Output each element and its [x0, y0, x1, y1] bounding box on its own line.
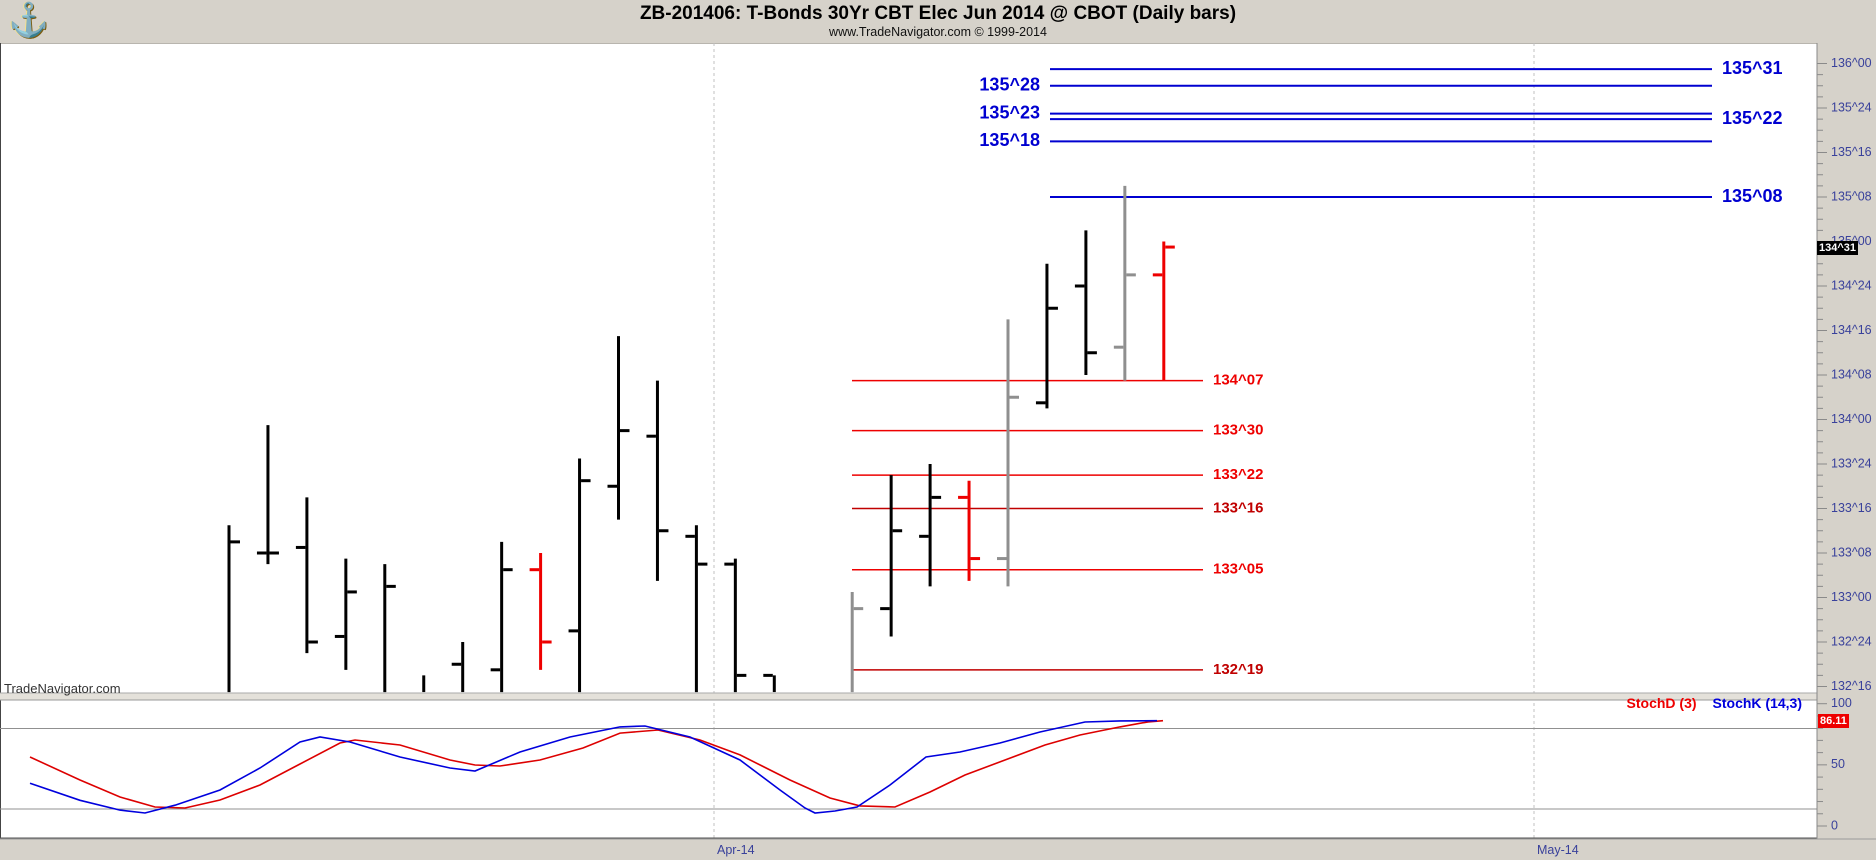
support-label: 132^19	[1213, 661, 1263, 678]
support-label: 133^22	[1213, 466, 1263, 483]
resistance-label: 135^31	[1722, 58, 1783, 78]
price-bar	[383, 564, 396, 693]
resistance-label: 135^22	[1722, 108, 1783, 128]
price-bar	[850, 591, 864, 693]
price-bar	[997, 319, 1019, 587]
price-axis-label: 135^08	[1831, 189, 1872, 203]
price-axis-label: 133^00	[1831, 590, 1872, 604]
tradenavigator-logo-icon[interactable]: ⚓	[8, 1, 50, 38]
price-bar	[451, 642, 465, 693]
stoch-legend: StochD (3) StochK (14,3)	[1627, 695, 1802, 711]
last-price-marker: 134^31	[1817, 241, 1859, 255]
date-label-apr: Apr-14	[717, 843, 755, 857]
date-label-may: May-14	[1537, 843, 1579, 857]
price-bar	[607, 336, 630, 520]
price-axis-label: 132^24	[1831, 634, 1872, 648]
price-bar	[334, 558, 357, 670]
price-axis-label: 135^16	[1831, 145, 1872, 159]
chart-title: ZB-201406: T-Bonds 30Yr CBT Elec Jun 201…	[639, 3, 1237, 24]
resistance-label: 135^28	[979, 75, 1040, 95]
chart-subtitle: www.TradeNavigator.com © 1999-2014	[829, 25, 1047, 39]
price-bar	[256, 425, 279, 565]
price-bar	[295, 497, 318, 654]
price-bar	[958, 480, 981, 581]
price-axis-label: 134^24	[1831, 278, 1872, 292]
stoch-axis-label: 50	[1831, 757, 1845, 771]
watermark-text: TradeNavigator.com	[4, 681, 121, 696]
price-bar	[568, 458, 591, 693]
panel-separator	[0, 693, 1817, 700]
price-bar	[529, 553, 552, 670]
support-label: 133^30	[1213, 422, 1263, 439]
price-axis-label: 134^16	[1831, 323, 1872, 337]
resistance-label: 135^23	[979, 102, 1040, 122]
price-bar	[646, 380, 669, 581]
price-bar	[880, 475, 903, 637]
price-axis-label: 134^08	[1831, 367, 1872, 381]
support-label: 133^05	[1213, 561, 1263, 578]
price-bar	[685, 525, 708, 693]
stoch-axis-label: 0	[1831, 818, 1838, 832]
stoch-k-label[interactable]: StochK (14,3)	[1712, 695, 1802, 711]
price-axis-label: 134^00	[1831, 412, 1872, 426]
date-axis-strip	[0, 839, 1876, 860]
price-bar	[490, 541, 513, 693]
price-bar	[227, 525, 240, 693]
price-axis-label: 133^24	[1831, 456, 1872, 470]
stoch-value-marker: 86.11	[1818, 714, 1849, 728]
stoch-k-curve	[29, 719, 1158, 814]
stoch-d-curve	[29, 719, 1164, 809]
price-axis-label: 132^16	[1831, 679, 1872, 693]
resistance-label: 135^18	[979, 130, 1040, 150]
support-label: 133^16	[1213, 499, 1263, 516]
price-bar	[1035, 263, 1058, 409]
price-axis-label: 136^00	[1831, 56, 1872, 70]
chart-header-band: ⚓ ZB-201406: T-Bonds 30Yr CBT Elec Jun 2…	[0, 0, 1876, 44]
stoch-axis-label: 100	[1831, 696, 1852, 710]
price-bar	[1152, 241, 1175, 381]
price-axis-strip	[1817, 43, 1876, 839]
stoch-d-label[interactable]: StochD (3)	[1626, 695, 1697, 711]
price-bar	[1113, 185, 1136, 381]
support-label: 134^07	[1213, 372, 1263, 389]
price-bar	[724, 558, 747, 693]
price-bar	[1074, 230, 1097, 375]
price-axis-label: 133^08	[1831, 545, 1872, 559]
resistance-label: 135^08	[1722, 186, 1783, 206]
price-bar	[919, 464, 942, 587]
price-axis-label: 135^24	[1831, 100, 1872, 114]
price-axis-label: 133^16	[1831, 501, 1872, 515]
price-bar	[763, 673, 776, 693]
